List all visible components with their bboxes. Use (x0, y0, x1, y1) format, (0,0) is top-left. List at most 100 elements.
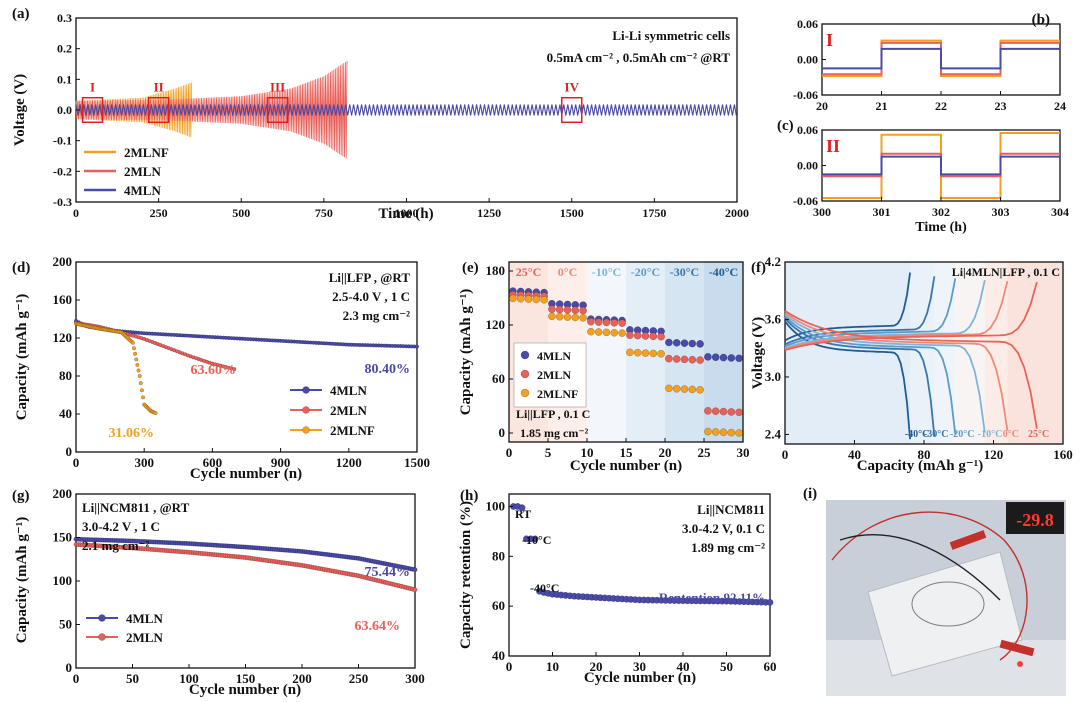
x-axis-title: Capacity (mAh g⁻¹) (857, 458, 984, 474)
x-tick-label-a: 500 (232, 206, 250, 220)
data-point-2MLNF (649, 349, 658, 358)
axes-frame-d (75, 261, 418, 453)
x-tick-label-e: 20 (659, 445, 672, 460)
data-point-2MLN (232, 367, 237, 372)
y-axis-title: Capacity (mAh g⁻¹) (14, 517, 30, 644)
temperature-band (910, 262, 935, 444)
retention-label: 80.40% (365, 362, 411, 377)
data-point (518, 504, 526, 512)
x-axis-title: Cycle number (n) (584, 670, 696, 686)
y-tick-label-d: 120 (53, 330, 73, 345)
legend-marker (520, 350, 530, 360)
y-tick-label-g: 0 (66, 660, 73, 675)
data-point-4MLN (680, 339, 689, 348)
data-point-2MLN (579, 306, 587, 315)
charge-curve (784, 278, 957, 348)
temperature-band (955, 262, 985, 444)
x-tick-label-f: 120 (984, 447, 1004, 462)
zoom-box-label: III (270, 80, 285, 95)
data-point-2MLNF (579, 313, 587, 322)
panel-tag: (i) (803, 486, 817, 502)
temperature-band (587, 262, 626, 442)
black-wire (839, 534, 1001, 601)
y-tick-label-d: 160 (53, 292, 73, 307)
temperature-label: RT (515, 507, 531, 521)
x-tick-label-a: 1500 (560, 206, 584, 220)
panel-tag: (f) (751, 260, 766, 276)
annotation: Li||LFP , @RT (329, 270, 411, 285)
data-point-2MLN (555, 305, 564, 314)
y-tick-label-d: 0 (66, 444, 73, 459)
x-tick-label-f: 40 (848, 447, 861, 462)
data-point-2MLN (626, 331, 634, 340)
x-tick-label-d: 600 (203, 455, 223, 470)
y-tick-label-a: -0.3 (53, 195, 72, 209)
temperature-label: -40°C (530, 581, 559, 595)
x-axis-title: Time (h) (378, 206, 433, 222)
annotation: 2.3 mg cm⁻² (343, 308, 411, 323)
charge-curve (784, 281, 1038, 351)
data-point-2MLN (711, 407, 720, 416)
data-point-2MLNF (602, 328, 611, 337)
legend-label: 2MLNF (124, 145, 169, 160)
data-point-2MLN (665, 354, 673, 363)
y-axis-title: Capacity (mAh g⁻¹) (458, 289, 474, 416)
temperature-label: -40°C (905, 429, 930, 440)
x-tick-label-d: 1500 (404, 455, 430, 470)
x-tick-label-e: 10 (581, 445, 594, 460)
x-tick-label-a: 750 (315, 206, 333, 220)
y-tick-label-g: 50 (59, 617, 72, 632)
y-axis-title: Voltage (V) (12, 74, 28, 146)
retention-label: 31.06% (109, 426, 155, 441)
legend-marker (520, 369, 530, 379)
temperature-label: -20°C (631, 265, 660, 279)
x-axis-title: Cycle number (n) (190, 466, 302, 482)
y-tick-label-a: -0.1 (53, 134, 72, 148)
data-point-2MLN (727, 408, 736, 416)
y-tick-label-b: 0.00 (797, 53, 818, 67)
y-tick-label-g: 100 (53, 573, 73, 588)
annotation: 2.1 mg cm⁻² (82, 538, 150, 553)
y-tick-label-b: -0.06 (793, 88, 818, 102)
y-tick-label-c: 0.06 (797, 123, 818, 137)
y-tick-label-d: 200 (53, 254, 73, 269)
y-tick-label-h: 40 (492, 648, 505, 663)
data-point-2MLNF (555, 312, 564, 321)
y-tick-label-g: 150 (53, 530, 73, 545)
data-point-2MLN (657, 332, 665, 341)
x-tick-label-e: 25 (698, 445, 712, 460)
discharge-curve (784, 312, 1009, 431)
data-point-4MLN (727, 354, 736, 362)
x-tick-label-a: 2000 (725, 206, 749, 220)
y-tick-label-e: 180 (486, 263, 506, 278)
x-tick-label-c: 302 (932, 205, 950, 219)
x-tick-label-h: 10 (546, 659, 559, 674)
panel-tag: (c) (777, 118, 794, 134)
data-point-2MLNF (130, 340, 135, 345)
y-tick-label-a: 0.2 (57, 42, 72, 56)
x-tick-label-a: 0 (73, 206, 79, 220)
panel-tag: (e) (462, 260, 479, 276)
panel-tag: (d) (12, 260, 30, 276)
x-tick-label-g: 200 (292, 671, 312, 686)
series-line-4MLN (822, 47, 1060, 70)
y-axis-title: Capacity retention (%) (458, 501, 474, 649)
led-light (1017, 661, 1023, 667)
legend-marker (98, 633, 106, 641)
legend-label: 2MLNF (537, 387, 578, 401)
x-tick-label-g: 250 (349, 671, 369, 686)
zoom-box-label: II (154, 80, 164, 95)
x-tick-label-a: 1750 (642, 206, 666, 220)
data-point-2MLN (735, 408, 743, 417)
x-tick-label-d: 900 (271, 455, 291, 470)
legend-marker (302, 406, 310, 414)
legend-label: 2MLNF (330, 423, 375, 438)
temperature-label: 0°C (1003, 429, 1019, 440)
data-point-2MLNF (540, 295, 548, 304)
temperature-label: 25°C (516, 265, 541, 279)
data-point-2MLNF (587, 327, 595, 336)
panel-tag: (b) (1032, 12, 1050, 28)
x-tick-label-g: 150 (236, 671, 256, 686)
data-point-2MLNF (672, 384, 681, 393)
data-point-2MLNF (153, 411, 158, 416)
